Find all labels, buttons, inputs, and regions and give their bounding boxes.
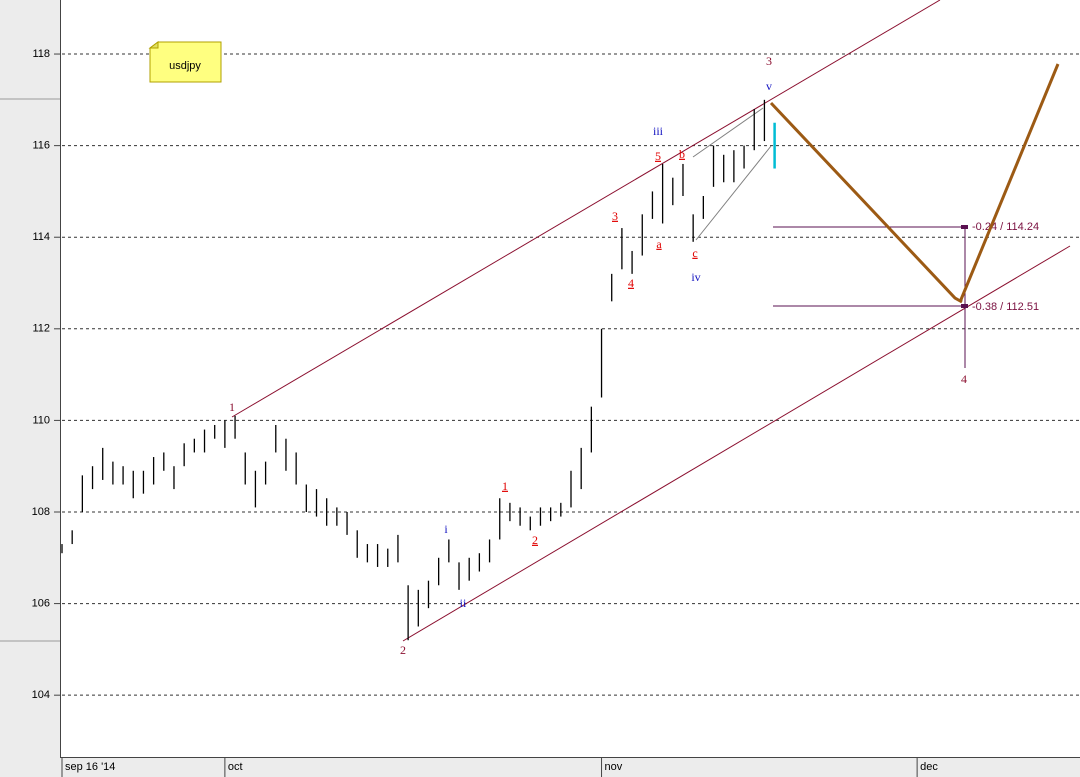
y-axis-panel bbox=[0, 0, 60, 757]
y-tick-label: 108 bbox=[32, 506, 50, 518]
channel-upper bbox=[231, 0, 941, 418]
wave-label: b bbox=[679, 147, 685, 161]
y-tick-label: 118 bbox=[32, 48, 50, 60]
wave-label: c bbox=[692, 246, 697, 260]
x-tick-label: nov bbox=[605, 761, 623, 773]
channel-lower bbox=[402, 245, 1071, 642]
wave-label: 5 bbox=[655, 149, 661, 163]
wave-label: 3 bbox=[766, 54, 772, 68]
fib-label: -0.38 / 112.51 bbox=[972, 301, 1039, 313]
wave-label: 1 bbox=[229, 400, 235, 414]
wave-label: v bbox=[766, 79, 772, 93]
y-tick-label: 106 bbox=[32, 597, 50, 609]
wave-label: 1 bbox=[502, 479, 508, 493]
wave-label: iii bbox=[653, 124, 664, 138]
y-tick-label: 112 bbox=[32, 323, 50, 335]
wedge-line bbox=[692, 107, 764, 158]
x-tick-label: oct bbox=[228, 761, 243, 773]
wave-label: 4 bbox=[961, 372, 967, 386]
fib-marker bbox=[961, 225, 968, 229]
wave-label: 2 bbox=[532, 533, 538, 547]
wave-label: 3 bbox=[612, 209, 618, 223]
wedge-line bbox=[695, 145, 772, 241]
note-fold bbox=[148, 41, 159, 49]
wave-label: a bbox=[656, 237, 662, 251]
y-tick-label: 110 bbox=[32, 414, 50, 426]
fib-label: -0.24 / 114.24 bbox=[972, 221, 1039, 233]
y-tick-label: 116 bbox=[32, 140, 50, 152]
projection-line bbox=[958, 63, 1060, 303]
wave-label: 4 bbox=[628, 276, 634, 290]
wave-label: iv bbox=[691, 270, 700, 284]
note-text: usdjpy bbox=[169, 60, 201, 72]
x-tick-label: sep 16 '14 bbox=[65, 761, 115, 773]
wave-label: ii bbox=[460, 596, 467, 610]
wave-label: 2 bbox=[400, 643, 406, 657]
fib-marker bbox=[961, 304, 968, 308]
x-tick-label: dec bbox=[920, 761, 938, 773]
grid bbox=[62, 53, 1080, 696]
x-axis-panel bbox=[0, 757, 1080, 777]
y-tick-label: 114 bbox=[32, 231, 50, 243]
note: usdjpy bbox=[148, 41, 222, 83]
wave-label: i bbox=[444, 522, 448, 536]
y-tick-label: 104 bbox=[32, 689, 50, 701]
